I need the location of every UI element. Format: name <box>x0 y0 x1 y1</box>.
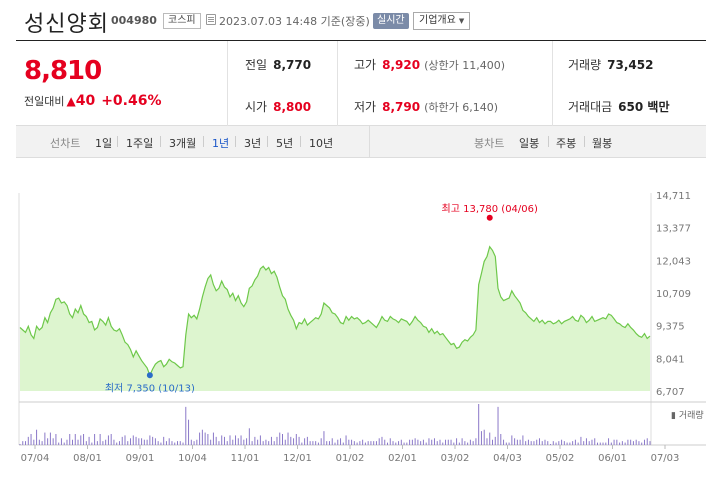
x-tick-label: 03/02 <box>441 453 470 464</box>
timestamp: 2023.07.03 14:48 기준(장중) <box>219 15 370 28</box>
x-tick-label: 07/04 <box>21 453 50 464</box>
candle-option-daily[interactable]: 일봉 <box>519 137 540 150</box>
separator <box>548 136 549 147</box>
current-price: 8,810 <box>24 56 102 86</box>
x-tick-label: 07/03 <box>651 453 680 464</box>
y-tick-label: 9,375 <box>656 322 685 333</box>
x-tick-label: 11/01 <box>231 453 260 464</box>
y-tick-label: 8,041 <box>656 354 685 365</box>
lower-limit: (하한가 6,140) <box>424 101 498 114</box>
change-row: 전일대비 ▲40 +0.46% <box>24 93 162 109</box>
company-overview-label: 기업개요 <box>419 15 456 26</box>
amount-value: 650 백만 <box>618 100 670 114</box>
x-tick-label: 08/01 <box>73 453 102 464</box>
x-tick-label: 02/01 <box>388 453 417 464</box>
x-tick-label: 10/04 <box>178 453 207 464</box>
period-option-1w[interactable]: 1주일 <box>126 137 154 150</box>
volume-stat: 거래량 73,452 <box>568 56 653 73</box>
change-percent: +0.46% <box>101 93 162 109</box>
change-amount: 40 <box>75 93 96 109</box>
prev-close-value: 8,770 <box>273 58 312 72</box>
open-label: 시가 <box>245 100 268 114</box>
y-tick-label: 14,711 <box>656 191 691 202</box>
open-stat: 시가 8,800 <box>245 98 311 115</box>
column-divider <box>337 41 338 126</box>
low-annotation: 최저 7,350 (10/13) <box>105 382 195 394</box>
volume-label: ▮ 거래량 <box>671 409 704 421</box>
x-tick-label: 09/01 <box>126 453 155 464</box>
period-bar-divider <box>369 126 370 157</box>
calendar-icon <box>206 14 216 25</box>
high-label: 고가 <box>354 58 377 72</box>
upper-limit: (상한가 11,400) <box>424 59 505 72</box>
volume-value: 73,452 <box>607 58 654 72</box>
up-arrow-icon: ▲ <box>66 94 76 108</box>
x-tick-label: 06/01 <box>598 453 627 464</box>
period-option-1y[interactable]: 1년 <box>212 137 230 150</box>
y-tick-label: 6,707 <box>656 387 685 398</box>
high-annotation: 최고 13,780 (04/06) <box>442 203 538 215</box>
price-area-fill <box>20 246 650 391</box>
chevron-down-icon: ▼ <box>458 17 465 25</box>
period-option-3y[interactable]: 3년 <box>244 137 262 150</box>
amount-label: 거래대금 <box>568 100 613 114</box>
period-option-5y[interactable]: 5년 <box>276 137 294 150</box>
low-point-marker <box>146 372 153 379</box>
volume-label: 거래량 <box>568 58 602 72</box>
open-value: 8,800 <box>273 100 312 114</box>
y-tick-label: 13,377 <box>656 224 691 235</box>
price-line <box>19 245 651 377</box>
separator <box>160 136 161 147</box>
candle-option-weekly[interactable]: 주봉 <box>556 137 577 150</box>
x-tick-label: 12/01 <box>283 453 312 464</box>
low-stat: 저가 8,790 (하한가 6,140) <box>354 98 498 115</box>
company-overview-button[interactable]: 기업개요 ▼ <box>413 12 471 30</box>
low-value: 8,790 <box>382 100 421 114</box>
period-option-1d[interactable]: 1일 <box>95 137 113 150</box>
low-label: 저가 <box>354 100 377 114</box>
price-chart-svg: 14,711 13,377 12,043 10,709 9,375 8,041 6,707 최… <box>18 191 706 464</box>
separator <box>300 136 301 147</box>
price-summary: 8,810 전일대비 ▲40 +0.46% 전일 8,770 시가 8,800 고가 8,… <box>16 40 706 126</box>
price-chart[interactable]: 14,711 13,377 12,043 10,709 9,375 8,041 6,707 최… <box>0 158 706 477</box>
high-stat: 고가 8,920 (상한가 11,400) <box>354 56 505 73</box>
stock-name: 성신양회 <box>24 12 109 37</box>
stock-header: 성신양회 004980 코스피 2023.07.03 14:48 기준(장중) … <box>0 0 706 40</box>
realtime-badge[interactable]: 실시간 <box>373 13 409 29</box>
period-bar: 선차트 1일 1주일 3개월 1년 3년 5년 10년 봉차트 일봉 주봉 월봉 <box>16 126 706 158</box>
separator <box>203 136 204 147</box>
separator <box>267 136 268 147</box>
x-tick-label: 05/02 <box>546 453 575 464</box>
period-option-3m[interactable]: 3개월 <box>169 137 197 150</box>
market-badge: 코스피 <box>163 13 201 29</box>
column-divider <box>552 41 553 126</box>
change-label: 전일대비 <box>24 95 65 108</box>
y-tick-label: 10,709 <box>656 289 691 300</box>
period-option-10y[interactable]: 10년 <box>309 137 334 150</box>
candle-option-monthly[interactable]: 월봉 <box>592 137 613 150</box>
x-tick-label: 04/03 <box>493 453 522 464</box>
stock-code: 004980 <box>111 14 157 27</box>
high-value: 8,920 <box>382 58 421 72</box>
amount-stat: 거래대금 650 백만 <box>568 98 669 115</box>
prev-close-label: 전일 <box>245 58 268 72</box>
prev-close-stat: 전일 8,770 <box>245 56 311 73</box>
separator <box>117 136 118 147</box>
high-point-marker <box>486 214 493 221</box>
line-chart-label: 선차트 <box>50 137 81 150</box>
separator <box>584 136 585 147</box>
x-tick-label: 01/02 <box>336 453 365 464</box>
y-tick-label: 12,043 <box>656 256 691 267</box>
separator <box>235 136 236 147</box>
price-box: 8,810 전일대비 ▲40 +0.46% <box>16 41 228 126</box>
candle-chart-label: 봉차트 <box>474 137 505 150</box>
